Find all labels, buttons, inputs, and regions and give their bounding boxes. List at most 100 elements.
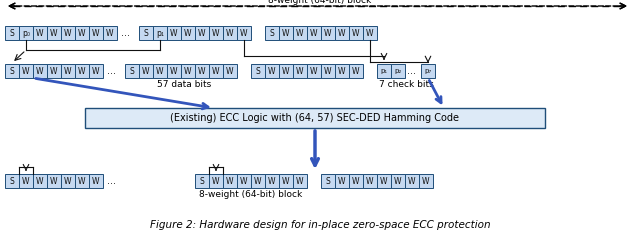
Text: W: W [324,29,332,38]
Text: W: W [227,29,234,38]
Text: W: W [64,66,72,75]
Bar [61,26,75,40]
Text: W: W [240,177,248,185]
Text: W: W [268,177,276,185]
Bar [321,26,335,40]
Bar [167,64,181,78]
Text: W: W [142,66,150,75]
Text: p₂: p₂ [394,68,402,74]
Text: W: W [296,66,304,75]
Text: ...: ... [408,66,417,76]
Text: W: W [92,29,100,38]
Text: W: W [282,177,290,185]
Text: S: S [269,29,275,38]
Text: 7 check bits: 7 check bits [379,80,433,89]
Text: W: W [324,66,332,75]
Text: W: W [184,29,192,38]
Text: W: W [268,66,276,75]
Bar [75,174,89,188]
Bar [293,174,307,188]
Bar [237,26,251,40]
Bar [89,26,103,40]
Text: W: W [310,29,317,38]
Text: W: W [22,177,29,185]
Bar [139,64,153,78]
Bar [47,26,61,40]
Text: W: W [64,177,72,185]
Text: W: W [212,177,220,185]
Bar [139,26,153,40]
Text: W: W [78,29,86,38]
Bar [335,64,349,78]
Text: W: W [296,177,304,185]
Text: ...: ... [106,176,115,186]
Text: p₁: p₁ [156,29,164,38]
Text: W: W [106,29,114,38]
Bar [195,64,209,78]
Bar [419,174,433,188]
Text: W: W [51,177,58,185]
Text: S: S [10,177,14,185]
Text: W: W [92,66,100,75]
Bar [47,174,61,188]
Text: p₇: p₇ [424,68,431,74]
Bar [349,174,363,188]
Bar [251,174,265,188]
Text: W: W [36,29,44,38]
Text: W: W [422,177,429,185]
Text: S: S [143,29,148,38]
Text: S: S [10,66,14,75]
Bar [75,64,89,78]
Bar [363,26,377,40]
Bar [391,174,405,188]
Text: W: W [212,29,220,38]
Text: W: W [352,66,360,75]
Text: W: W [282,29,290,38]
Bar [19,64,33,78]
Bar [391,64,405,78]
Text: 8-weight (64-bit) block: 8-weight (64-bit) block [268,0,372,5]
Text: p₀: p₀ [22,29,30,38]
Bar [61,64,75,78]
Text: W: W [296,29,304,38]
Text: Figure 2: Hardware design for in-place zero-space ECC protection: Figure 2: Hardware design for in-place z… [150,220,490,230]
Bar [293,26,307,40]
Text: W: W [366,177,374,185]
Bar [153,26,167,40]
Text: W: W [92,177,100,185]
Text: S: S [10,29,14,38]
Text: W: W [198,66,205,75]
Bar [209,64,223,78]
Bar [335,174,349,188]
Bar [223,174,237,188]
Text: p₁: p₁ [380,68,388,74]
Text: W: W [240,29,248,38]
Text: 8-weight (64-bit) block: 8-weight (64-bit) block [200,190,303,199]
Bar [363,174,377,188]
Bar [47,64,61,78]
Bar [237,174,251,188]
Bar [279,64,293,78]
Bar [349,26,363,40]
Bar [5,174,19,188]
Bar [33,174,47,188]
Bar [85,108,545,128]
Text: W: W [227,177,234,185]
Bar [251,64,265,78]
Text: W: W [64,29,72,38]
Text: W: W [282,66,290,75]
Text: W: W [339,29,346,38]
Bar [5,26,19,40]
Bar [279,26,293,40]
Text: S: S [255,66,260,75]
Bar [89,174,103,188]
Text: S: S [326,177,330,185]
Text: S: S [200,177,204,185]
Text: W: W [352,177,360,185]
Text: 57 data bits: 57 data bits [157,80,211,89]
Bar [265,26,279,40]
Bar [33,64,47,78]
Bar [265,174,279,188]
Bar [279,174,293,188]
Text: W: W [310,66,317,75]
